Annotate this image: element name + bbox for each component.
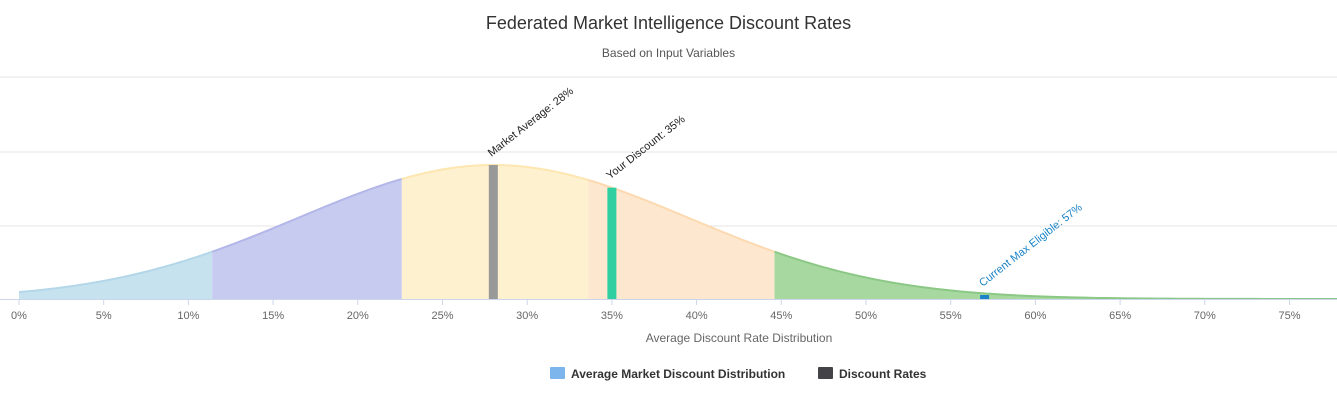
distribution-segment-4 (588, 179, 775, 299)
x-tick-label: 5% (96, 310, 112, 322)
distribution-segment-5 (774, 251, 1337, 299)
x-tick-label: 30% (516, 310, 538, 322)
x-tick-label: 70% (1194, 310, 1216, 322)
discount-marker-label: Market Average: 28% (486, 85, 576, 159)
x-tick-label: 35% (601, 310, 623, 322)
chart-subtitle: Based on Input Variables (602, 46, 735, 60)
x-tick-label: 55% (940, 310, 962, 322)
distribution-segment-1 (19, 251, 213, 299)
discount-marker-label: Your Discount: 35% (604, 113, 687, 182)
distribution-segment-2 (212, 178, 402, 299)
x-tick-label: 65% (1109, 310, 1131, 322)
distribution-areas (18, 164, 1337, 300)
x-tick-label: 60% (1024, 310, 1046, 322)
discount-marker-bar (607, 187, 617, 299)
x-axis-title: Average Discount Rate Distribution (646, 331, 833, 345)
legend-item[interactable]: Average Market Discount Distribution (550, 367, 785, 381)
distribution-line-5 (774, 250, 1337, 300)
legend-swatch (550, 367, 565, 379)
discount-marker-bar (980, 295, 990, 299)
x-tick-label: 10% (177, 310, 199, 322)
x-tick-label: 40% (686, 310, 708, 322)
x-tick-label: 15% (262, 310, 284, 322)
x-tick-label: 0% (11, 310, 27, 322)
legend[interactable]: Average Market Discount Distribution Disc… (550, 367, 927, 381)
chart-title: Federated Market Intelligence Discount R… (486, 13, 851, 33)
distribution-line-4 (587, 179, 775, 253)
legend-label: Average Market Discount Distribution (571, 367, 785, 381)
x-tick-label: 50% (855, 310, 877, 322)
discount-marker-bar (488, 165, 498, 299)
distribution-line-1 (18, 250, 213, 294)
x-tick-label: 75% (1278, 310, 1300, 322)
legend-label: Discount Rates (839, 367, 927, 381)
x-tick-label: 45% (770, 310, 792, 322)
distribution-line-2 (211, 178, 403, 253)
x-axis-ticks: 0% 5% 10% 15% 20% 25% 30% 35% 40% 45% 50% 55% 60% 65%… (11, 299, 1301, 322)
gridlines (0, 76, 1337, 227)
x-tick-label: 20% (347, 310, 369, 322)
discount-marker-label: Current Max Eligible: 57% (977, 201, 1085, 289)
x-tick-label: 25% (431, 310, 453, 322)
legend-swatch (818, 367, 833, 379)
legend-item[interactable]: Discount Rates (818, 367, 927, 381)
